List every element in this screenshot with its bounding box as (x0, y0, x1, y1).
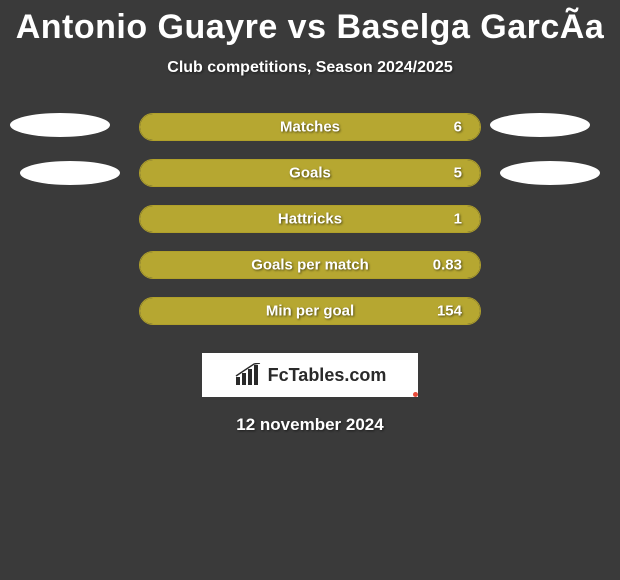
logo-dot-icon (413, 392, 418, 397)
stat-bar: Hattricks1 (139, 205, 481, 233)
stat-bar: Goals5 (139, 159, 481, 187)
stat-label: Min per goal (140, 303, 480, 320)
stat-bar: Goals per match0.83 (139, 251, 481, 279)
stat-label: Matches (140, 119, 480, 136)
stat-bar: Min per goal154 (139, 297, 481, 325)
stat-value: 154 (437, 303, 462, 320)
stat-row: Matches6 (0, 113, 620, 141)
page-subtitle: Club competitions, Season 2024/2025 (0, 59, 620, 77)
date-text: 12 november 2024 (0, 415, 620, 435)
chart-area: Matches6 Goals5 Hattricks1 Goals per match0… (0, 113, 620, 325)
stat-value: 5 (454, 165, 462, 182)
logo-text: FcTables.com (268, 365, 387, 386)
stat-label: Goals per match (140, 257, 480, 274)
stat-value: 6 (454, 119, 462, 136)
stat-value: 1 (454, 211, 462, 228)
stat-bar: Matches6 (139, 113, 481, 141)
stat-row: Goals5 (0, 159, 620, 187)
logo-box[interactable]: FcTables.com (202, 353, 418, 397)
stat-label: Goals (140, 165, 480, 182)
stat-row: Min per goal154 (0, 297, 620, 325)
stat-value: 0.83 (433, 257, 462, 274)
stat-label: Hattricks (140, 211, 480, 228)
stat-row: Hattricks1 (0, 205, 620, 233)
logo-chart-icon (234, 363, 262, 387)
stat-row: Goals per match0.83 (0, 251, 620, 279)
page-title: Antonio Guayre vs Baselga GarcÃ­a (0, 0, 620, 47)
